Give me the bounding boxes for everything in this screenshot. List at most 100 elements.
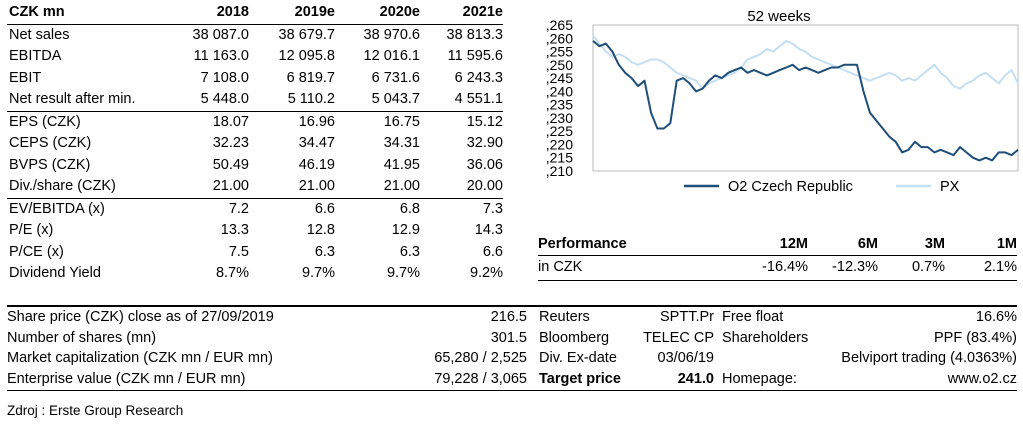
financials-cell: 7.5 xyxy=(228,243,249,260)
y-tick-label: ,230 xyxy=(546,110,573,126)
financials-row-label: P/CE (x) xyxy=(9,243,64,260)
y-tick-label: ,250 xyxy=(546,57,573,73)
y-tick-label: ,240 xyxy=(546,83,573,99)
financials-row-label: Div./share (CZK) xyxy=(7,176,169,199)
financials-year-header: 2019e xyxy=(249,2,335,25)
legend-label-px: PX xyxy=(940,179,960,195)
y-tick-label: ,235 xyxy=(546,97,573,113)
financials-cell: 11 595.6 xyxy=(447,48,503,64)
financials-cell: 6 731.6 xyxy=(371,69,420,86)
info-row-4: Enterprise value (CZK mn / EUR mn) 79,22… xyxy=(7,369,1017,390)
perf-header-3m: 3M xyxy=(878,233,945,256)
shareholder-1: PPF (83.4%) xyxy=(934,329,1017,346)
performance-title: Performance xyxy=(538,233,718,256)
ev-value: 79,228 / 3,065 xyxy=(434,370,527,387)
financials-row: CEPS (CZK) 32.23 34.47 34.31 32.90 xyxy=(7,133,503,155)
financials-cell: 38 087.0 xyxy=(192,26,249,43)
financials-cell: 5 043.7 xyxy=(335,89,420,112)
info-bottom-rule xyxy=(7,390,1017,391)
financials-row: Div./share (CZK) 21.00 21.00 21.00 20.00 xyxy=(7,176,503,199)
source-note: Zdroj : Erste Group Research xyxy=(7,403,184,418)
financials-year-header: 2020e xyxy=(335,2,420,25)
financials-cell: 36.06 xyxy=(466,156,503,173)
chart-title: 52 weeks xyxy=(747,8,810,25)
financials-cell: 18.07 xyxy=(212,113,249,130)
homepage-link[interactable]: www.o2.cz xyxy=(947,370,1017,387)
financials-row-label: CEPS (CZK) xyxy=(9,135,92,151)
reuters-label: Reuters xyxy=(539,309,590,325)
bloomberg-value: TELEC CP xyxy=(643,329,714,346)
financials-row: EBITDA 11 163.0 12 095.8 12 016.1 11 595.6 xyxy=(7,46,503,68)
financials-cell: 32.90 xyxy=(466,135,503,151)
financials-cell: 41.95 xyxy=(383,156,420,173)
financials-row-label: BVPS (CZK) xyxy=(9,156,91,173)
financials-cell: 20.00 xyxy=(420,176,503,199)
financials-cell: 5 110.2 xyxy=(249,89,335,112)
chart-svg: 52 weeks ,265,260,255,250,245,240,235,230… xyxy=(546,8,1019,195)
financials-row: Net sales 38 087.0 38 679.7 38 970.6 38 813.… xyxy=(7,24,503,46)
financials-cell: 15.12 xyxy=(466,113,503,130)
financials-cell: 46.19 xyxy=(298,156,335,173)
plot-area-border xyxy=(592,24,1019,172)
performance-header-row: Performance 12M 6M 3M 1M xyxy=(538,233,1017,256)
homepage-label: Homepage: xyxy=(722,370,797,387)
financials-cell: 16.75 xyxy=(383,113,420,130)
financials-cell: 38 970.6 xyxy=(363,26,420,43)
financials-cell: 12 095.8 xyxy=(278,48,335,64)
perf-bottom-rule xyxy=(538,280,1017,281)
financials-row: BVPS (CZK) 50.49 46.19 41.95 36.06 xyxy=(7,155,503,177)
financials-row: Net result after min. 5 448.0 5 110.2 5 043… xyxy=(7,89,503,112)
y-tick-label: ,260 xyxy=(546,30,573,46)
financials-cell: 11 163.0 xyxy=(193,48,249,64)
y-tick-label: ,210 xyxy=(546,163,573,179)
financials-cell: 6.3 xyxy=(314,243,335,260)
bloomberg-label: Bloomberg xyxy=(539,329,610,346)
financials-cell: 12 016.1 xyxy=(363,48,420,64)
financials-cell: 38 813.3 xyxy=(446,26,503,43)
financials-cell: 5 448.0 xyxy=(169,89,249,112)
financials-row-label: Dividend Yield xyxy=(9,265,101,281)
financials-row: P/CE (x) 7.5 6.3 6.3 6.6 xyxy=(7,242,503,264)
financials-cell: 34.47 xyxy=(298,135,335,151)
financials-cell: 4 551.1 xyxy=(420,89,503,112)
y-tick-label: ,245 xyxy=(546,70,573,86)
financials-row: EPS (CZK) 18.07 16.96 16.75 15.12 xyxy=(7,111,503,133)
financials-cell: 9.2% xyxy=(469,265,503,281)
financials-header-row: CZK mn 2018 2019e 2020e 2021e xyxy=(7,2,503,25)
target-label: Target price xyxy=(539,370,621,387)
y-tick-label: ,225 xyxy=(546,123,573,139)
shares-label: Number of shares (mn) xyxy=(7,329,157,346)
info-table: Share price (CZK) close as of 27/09/2019… xyxy=(7,307,1017,389)
financials-cell: 12.9 xyxy=(391,222,420,238)
exdate-label: Div. Ex-date xyxy=(539,350,617,366)
financials-row-label: EPS (CZK) xyxy=(9,113,81,130)
info-row-1: Share price (CZK) close as of 27/09/2019… xyxy=(7,307,1017,328)
financials-cell: 12.8 xyxy=(306,222,335,238)
financials-cell: 13.3 xyxy=(220,222,249,238)
perf-value-1m: 2.1% xyxy=(983,259,1017,275)
financials-cell: 21.00 xyxy=(249,176,335,199)
y-tick-label: ,255 xyxy=(546,44,573,60)
financials-row-label: Net sales xyxy=(9,26,70,43)
financials-row-label: EBITDA xyxy=(9,48,62,64)
series-line-o2 xyxy=(592,40,1019,162)
perf-header-1m: 1M xyxy=(945,233,1017,256)
financials-cell: 6.6 xyxy=(314,200,335,217)
financials-cell: 16.96 xyxy=(298,113,335,130)
perf-value-12m: -16.4% xyxy=(762,259,808,275)
reuters-value: SPTT.Pr xyxy=(660,309,714,325)
y-tick-label: ,215 xyxy=(546,150,573,166)
performance-row: in CZK -16.4% -12.3% 0.7% 2.1% xyxy=(538,256,1017,279)
series-line-px xyxy=(592,34,1019,90)
financials-cell: 32.23 xyxy=(212,135,249,151)
financials-cell: 7.3 xyxy=(482,200,503,217)
y-tick-label: ,265 xyxy=(546,17,573,33)
financials-cell: 6 819.7 xyxy=(286,69,335,86)
shareholders-label: Shareholders xyxy=(722,329,809,346)
ev-label: Enterprise value (CZK mn / EUR mn) xyxy=(7,370,246,387)
financials-cell: 21.00 xyxy=(335,176,420,199)
financials-cell: 6.8 xyxy=(399,200,420,217)
financials-unit-header: CZK mn xyxy=(7,2,169,25)
shareholder-2: Belviport trading (4.0363%) xyxy=(841,350,1017,366)
perf-value-3m: 0.7% xyxy=(911,259,945,275)
